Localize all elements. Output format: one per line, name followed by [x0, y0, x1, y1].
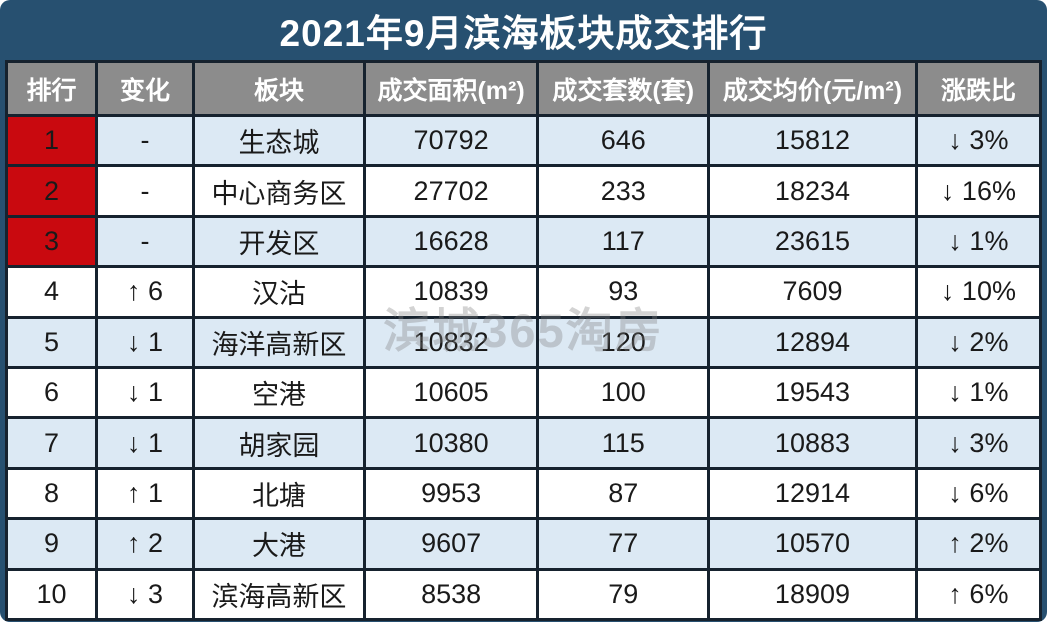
rank-cell: 5: [5, 315, 98, 369]
table-row: 9 ↑ 2 大港 9607 77 10570 ↑ 2%: [5, 517, 1043, 571]
avg-price-cell: 10883: [707, 416, 918, 470]
ratio-cell: ↓ 10%: [914, 265, 1043, 319]
page-title: 2021年9月滨海板块成交排行: [279, 13, 768, 54]
sector-cell: 开发区: [192, 214, 366, 269]
rank-cell: 9: [5, 517, 98, 571]
rank-cell: 3: [5, 214, 98, 269]
units-cell: 233: [536, 164, 711, 218]
rank-cell: 4: [5, 265, 98, 319]
change-cell: ↑ 6: [94, 265, 196, 319]
area-cell: 10839: [362, 265, 540, 319]
table-row: 6 ↓ 1 空港 10605 100 19543 ↓ 1%: [5, 365, 1043, 420]
area-cell: 70792: [362, 113, 540, 168]
rank-cell: 7: [5, 416, 98, 470]
col-header-units: 成交套数(套): [536, 60, 711, 117]
area-cell: 27702: [362, 164, 540, 218]
change-cell: -: [94, 214, 196, 269]
col-header-change: 变化: [94, 60, 196, 117]
ranking-table: 排行 变化 板块 成交面积(m²) 成交套数(套) 成交均价(元/m²) 涨跌比…: [5, 60, 1043, 621]
area-cell: 16628: [362, 214, 540, 269]
table-row: 2- 中心商务区 27702 233 18234 ↓ 16%: [5, 164, 1043, 218]
change-cell: ↓ 1: [94, 315, 196, 369]
change-cell: ↓ 1: [94, 416, 196, 470]
sector-cell: 胡家园: [192, 416, 366, 470]
table-row: 3- 开发区 16628 117 23615 ↓ 1%: [5, 214, 1043, 269]
table-row: 7 ↓ 1 胡家园 10380 115 10883 ↓ 3%: [5, 416, 1043, 470]
rank-cell: 8: [5, 466, 98, 521]
change-cell: -: [94, 113, 196, 168]
units-cell: 100: [536, 365, 711, 420]
units-cell: 87: [536, 466, 711, 521]
rank-cell: 2: [5, 164, 98, 218]
area-cell: 9607: [362, 517, 540, 571]
units-cell: 117: [536, 214, 711, 269]
units-cell: 115: [536, 416, 711, 470]
rank-cell: 1: [5, 113, 98, 168]
units-cell: 646: [536, 113, 711, 168]
ratio-cell: ↓ 16%: [914, 164, 1043, 218]
table-row: 8 ↑ 1 北塘 9953 87 12914 ↓ 6%: [5, 466, 1043, 521]
col-header-rank: 排行: [5, 60, 98, 117]
avg-price-cell: 10570: [707, 517, 918, 571]
area-cell: 10832: [362, 315, 540, 369]
change-cell: -: [94, 164, 196, 218]
ratio-cell: ↓ 1%: [914, 214, 1043, 269]
ratio-cell: ↓ 3%: [914, 416, 1043, 470]
sector-cell: 大港: [192, 517, 366, 571]
rank-cell: 10: [5, 567, 98, 621]
sector-cell: 海洋高新区: [192, 315, 366, 369]
sector-cell: 空港: [192, 365, 366, 420]
sector-cell: 生态城: [192, 113, 366, 168]
change-cell: ↓ 3: [94, 567, 196, 621]
change-cell: ↑ 1: [94, 466, 196, 521]
ratio-cell: ↓ 6%: [914, 466, 1043, 521]
avg-price-cell: 19543: [707, 365, 918, 420]
sector-cell: 北塘: [192, 466, 366, 521]
area-cell: 10380: [362, 416, 540, 470]
table-row: 5 ↓ 1 海洋高新区 10832 120 12894 ↓ 2%: [5, 315, 1043, 369]
table-row: 1- 生态城 70792 646 15812 ↓ 3%: [5, 113, 1043, 168]
sector-cell: 中心商务区: [192, 164, 366, 218]
avg-price-cell: 23615: [707, 214, 918, 269]
area-cell: 8538: [362, 567, 540, 621]
sector-cell: 滨海高新区: [192, 567, 366, 621]
avg-price-cell: 15812: [707, 113, 918, 168]
avg-price-cell: 12914: [707, 466, 918, 521]
ratio-cell: ↓ 3%: [914, 113, 1043, 168]
ratio-cell: ↑ 6%: [914, 567, 1043, 621]
col-header-sector: 板块: [192, 60, 366, 117]
sector-cell: 汉沽: [192, 265, 366, 319]
rank-cell: 6: [5, 365, 98, 420]
avg-price-cell: 18234: [707, 164, 918, 218]
ratio-cell: ↑ 2%: [914, 517, 1043, 571]
units-cell: 77: [536, 517, 711, 571]
ratio-cell: ↓ 1%: [914, 365, 1043, 420]
avg-price-cell: 7609: [707, 265, 918, 319]
ratio-cell: ↓ 2%: [914, 315, 1043, 369]
col-header-avg-price: 成交均价(元/m²): [707, 60, 918, 117]
units-cell: 79: [536, 567, 711, 621]
units-cell: 93: [536, 265, 711, 319]
table-row: 4 ↑ 6 汉沽 10839 93 7609 ↓ 10%: [5, 265, 1043, 319]
header-row: 排行 变化 板块 成交面积(m²) 成交套数(套) 成交均价(元/m²) 涨跌比: [5, 60, 1043, 117]
table-body: 1- 生态城 70792 646 15812 ↓ 3% 2- 中心商务区 27702 233 182…: [5, 113, 1043, 621]
col-header-area: 成交面积(m²): [362, 60, 540, 117]
avg-price-cell: 12894: [707, 315, 918, 369]
avg-price-cell: 18909: [707, 567, 918, 621]
area-cell: 9953: [362, 466, 540, 521]
change-cell: ↓ 1: [94, 365, 196, 420]
change-cell: ↑ 2: [94, 517, 196, 571]
area-cell: 10605: [362, 365, 540, 420]
col-header-ratio: 涨跌比: [914, 60, 1043, 117]
table-container: 排行 变化 板块 成交面积(m²) 成交套数(套) 成交均价(元/m²) 涨跌比…: [0, 60, 1047, 622]
table-row: 10 ↓ 3 滨海高新区 8538 79 18909 ↑ 6%: [5, 567, 1043, 621]
units-cell: 120: [536, 315, 711, 369]
